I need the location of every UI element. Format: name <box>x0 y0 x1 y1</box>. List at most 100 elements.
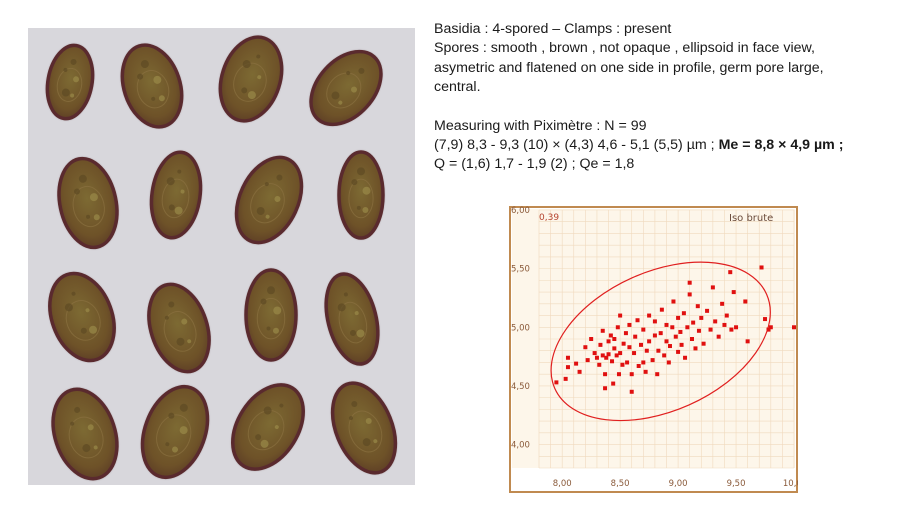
spore <box>309 49 383 127</box>
data-point <box>745 339 750 344</box>
y-tick-label: 5,00 <box>511 323 530 333</box>
data-point <box>671 299 676 304</box>
x-tick-label: 8,50 <box>611 479 630 489</box>
data-point <box>705 308 710 313</box>
data-point <box>667 344 672 349</box>
data-point <box>636 363 641 368</box>
y-tick-label: 5,50 <box>511 265 530 275</box>
data-point <box>656 348 661 353</box>
data-point <box>618 313 623 318</box>
data-point <box>621 341 626 346</box>
spore <box>330 381 398 475</box>
data-point <box>597 362 602 367</box>
data-point <box>701 341 706 346</box>
data-point <box>618 351 623 356</box>
data-point <box>614 353 619 358</box>
data-point <box>759 265 764 270</box>
dimensions-range: (7,9) 8,3 - 9,3 (10) × (4,3) 4,6 - 5,1 (… <box>434 137 715 154</box>
data-point <box>603 372 608 377</box>
spore <box>324 272 380 366</box>
tick-labels: 8,00 8,50 9,00 9,50 10,0(4,00 4,50 5,00 5,50 6,0… <box>511 206 798 489</box>
spore <box>51 387 119 481</box>
data-point <box>632 351 637 356</box>
data-point <box>639 342 643 347</box>
data-point <box>685 325 690 330</box>
data-point <box>699 315 704 320</box>
data-point <box>629 372 634 377</box>
dimensions-mean: Me = 8,8 × 4,9 µm ; <box>718 137 844 154</box>
data-point <box>679 342 684 347</box>
chart-annotation: Iso brute <box>729 213 773 224</box>
data-points <box>554 265 796 394</box>
spores-line-2: asymetric and flatened on one side in pr… <box>434 59 824 76</box>
data-point <box>662 353 667 358</box>
data-point <box>643 369 648 374</box>
data-point <box>693 346 698 351</box>
data-point <box>691 320 696 325</box>
data-point <box>734 325 739 330</box>
spores-line-3: central. <box>434 79 481 96</box>
spore <box>149 150 203 240</box>
data-point <box>629 389 634 394</box>
spore <box>57 156 119 250</box>
data-point <box>652 319 657 324</box>
x-tick-label: 10,0( <box>783 479 798 489</box>
data-point <box>554 380 559 385</box>
spore <box>140 384 210 480</box>
basidia-line: Basidia : 4-spored – Clamps : present <box>434 21 672 37</box>
data-point <box>644 348 649 353</box>
dimensions-line: (7,9) 8,3 - 9,3 (10) × (4,3) 4,6 - 5,1 (… <box>434 136 894 155</box>
data-point <box>687 280 692 285</box>
y-tick-label: 4,50 <box>511 382 530 392</box>
data-point <box>641 360 646 365</box>
data-point <box>620 362 625 367</box>
grid <box>538 209 795 469</box>
spore <box>337 150 385 240</box>
plot-area <box>512 209 795 468</box>
data-point <box>604 355 609 360</box>
data-point <box>696 328 701 333</box>
x-tick-label: 9,00 <box>669 479 688 489</box>
data-point <box>592 351 597 356</box>
data-point <box>716 334 721 339</box>
data-point <box>710 285 715 290</box>
spore-description: Basidia : 4-spored – Clamps : present Sp… <box>434 20 894 175</box>
data-point <box>724 313 729 318</box>
data-point <box>635 318 640 323</box>
data-point <box>720 301 725 306</box>
data-point <box>722 322 727 327</box>
data-point <box>594 355 599 360</box>
data-point <box>615 325 620 330</box>
data-point <box>598 342 603 347</box>
data-point <box>670 325 675 330</box>
data-point <box>641 327 646 332</box>
spore <box>120 43 184 129</box>
data-point <box>729 327 734 332</box>
data-point <box>690 337 694 341</box>
data-point <box>608 333 613 338</box>
data-point <box>603 386 608 391</box>
data-point <box>687 292 692 297</box>
spore <box>244 268 298 362</box>
data-point <box>625 360 630 365</box>
data-point <box>652 333 657 338</box>
corner-label: 0,39 <box>539 213 559 223</box>
quotient-line: Q = (1,6) 1,7 - 1,9 (2) ; Qe = 1,8 <box>434 156 635 173</box>
data-point <box>676 315 681 320</box>
data-point <box>650 358 655 363</box>
measuring-line: Measuring with Piximètre : N = 99 <box>434 117 647 134</box>
data-point <box>647 313 652 318</box>
data-point <box>633 334 638 339</box>
data-point <box>647 339 652 344</box>
spore <box>47 271 117 363</box>
data-point <box>708 327 713 332</box>
data-point <box>565 355 570 360</box>
data-point <box>763 317 768 322</box>
data-point <box>659 307 664 312</box>
spore <box>234 155 304 245</box>
data-point <box>743 299 748 304</box>
spore-micrograph <box>28 28 415 485</box>
y-tick-label: 4,00 <box>511 441 530 451</box>
data-point <box>565 365 570 370</box>
data-point <box>664 339 669 344</box>
